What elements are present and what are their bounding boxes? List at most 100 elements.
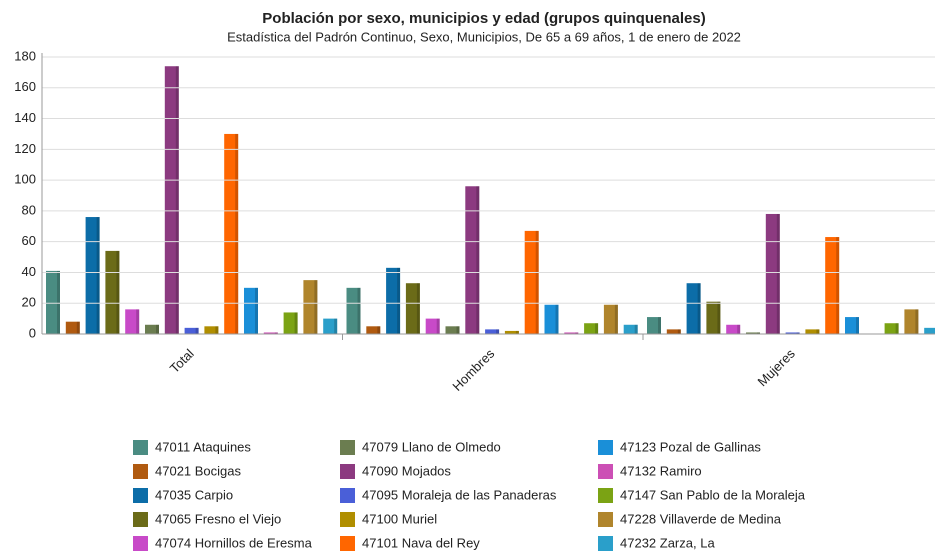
bar-side <box>836 237 840 334</box>
bar <box>647 317 661 334</box>
bar-side <box>357 287 361 334</box>
bar-face <box>666 329 681 334</box>
bar-face <box>125 309 140 334</box>
bar-face <box>366 326 381 334</box>
bar <box>805 329 820 334</box>
bar-side <box>915 309 919 334</box>
y-tick-label: 140 <box>14 110 36 125</box>
legend-label: 47147 San Pablo de la Moraleja <box>620 487 806 502</box>
bar-side <box>535 230 539 334</box>
bar <box>924 327 935 334</box>
bar-face <box>904 309 919 334</box>
legend-swatch <box>598 440 613 455</box>
chart-title: Población por sexo, municipios y edad (g… <box>262 10 705 27</box>
legend-label: 47095 Moraleja de las Panaderas <box>362 487 557 502</box>
bar-face <box>504 330 519 334</box>
bar-face <box>323 318 338 334</box>
bar-side <box>658 317 661 334</box>
bar-side <box>156 324 159 334</box>
bar-side <box>215 326 219 334</box>
legend-swatch <box>133 440 148 455</box>
legend-swatch <box>598 512 613 527</box>
bar-side <box>476 186 480 334</box>
bar-side <box>57 270 60 334</box>
bar-face <box>544 304 559 334</box>
bar-side <box>116 250 120 334</box>
bar-face <box>584 323 599 334</box>
legend-label: 47021 Bocigas <box>155 463 242 478</box>
bar-face <box>204 326 219 334</box>
bar-face <box>164 66 179 334</box>
bar <box>263 332 278 334</box>
bar <box>726 324 741 334</box>
bar <box>564 332 579 334</box>
y-tick-label: 20 <box>22 295 36 310</box>
legend-label: 47228 Villaverde de Medina <box>620 511 782 526</box>
bar-face <box>244 287 258 334</box>
legend-swatch <box>340 440 355 455</box>
bar-face <box>647 317 661 334</box>
bar <box>224 133 239 334</box>
bar-side <box>737 324 741 334</box>
legend-label: 47100 Muriel <box>362 511 437 526</box>
legend-label: 47065 Fresno el Viejo <box>155 511 281 526</box>
bar <box>584 323 599 334</box>
bar-face <box>85 217 100 334</box>
bar <box>825 237 840 334</box>
bar-face <box>845 317 859 334</box>
bar-side <box>796 332 800 334</box>
legend-swatch <box>133 512 148 527</box>
y-tick-label: 0 <box>29 325 36 340</box>
legend-swatch <box>340 512 355 527</box>
bar-face <box>184 327 199 334</box>
legend-swatch <box>340 464 355 479</box>
bar-side <box>175 66 179 334</box>
bar-side <box>515 330 519 334</box>
bar-side <box>377 326 381 334</box>
bar-side <box>895 323 899 334</box>
bar-side <box>96 217 100 334</box>
bar <box>85 217 100 334</box>
bar-side <box>816 329 820 334</box>
bar-face <box>303 280 318 334</box>
bar <box>164 66 179 334</box>
x-tick-label: Mujeres <box>754 346 798 390</box>
bar-side <box>334 318 338 334</box>
bar-face <box>145 324 159 334</box>
bar-side <box>555 304 559 334</box>
bar-side <box>195 327 199 334</box>
bar <box>884 323 899 334</box>
bar-side <box>76 321 80 334</box>
bar <box>765 213 780 334</box>
x-tick-label: Hombres <box>449 346 497 394</box>
bar-face <box>825 237 840 334</box>
bar-face <box>224 133 239 334</box>
bar-side <box>416 283 420 334</box>
bar-face <box>686 283 701 334</box>
bar-face <box>924 327 935 334</box>
legend-label: 47123 Pozal de Gallinas <box>620 439 761 454</box>
bar-face <box>405 283 420 334</box>
bar-side <box>397 267 401 334</box>
bar-side <box>456 326 460 334</box>
bar-face <box>706 301 721 334</box>
bar-face <box>346 287 361 334</box>
legend-label: 47079 Llano de Olmedo <box>362 439 501 454</box>
bar <box>524 230 539 334</box>
bar <box>706 301 721 334</box>
bar <box>603 304 618 334</box>
bar <box>386 267 401 334</box>
y-tick-label: 60 <box>22 233 36 248</box>
bar-face <box>524 230 539 334</box>
bar-side <box>856 317 859 334</box>
bar <box>425 318 440 334</box>
bar <box>346 287 361 334</box>
y-tick-label: 80 <box>22 202 36 217</box>
bar <box>46 270 60 334</box>
bar <box>686 283 701 334</box>
bar-face <box>765 213 780 334</box>
bar-side <box>717 301 721 334</box>
bar-side <box>757 332 760 334</box>
legend-label: 47232 Zarza, La <box>620 535 715 550</box>
x-tick-label: Total <box>167 346 197 376</box>
